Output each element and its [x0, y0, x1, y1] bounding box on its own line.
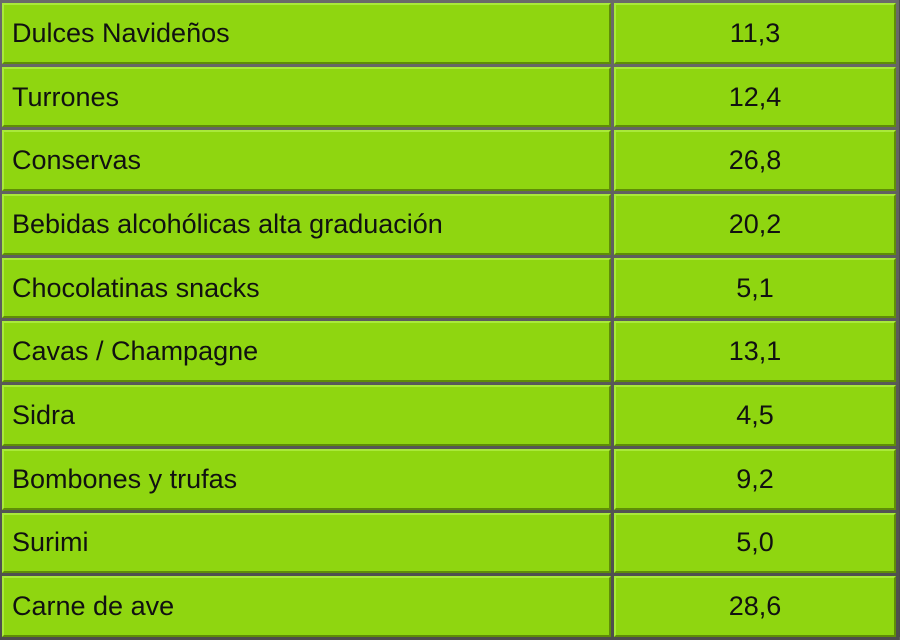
table-row: Bombones y trufas 9,2: [2, 448, 896, 510]
table-row: Carne de ave 28,6: [2, 576, 896, 637]
table-row: Turrones 12,4: [2, 66, 896, 128]
row-label: Conservas: [2, 130, 611, 192]
row-label: Chocolatinas snacks: [2, 257, 611, 319]
row-value: 12,4: [614, 66, 896, 128]
table-row: Conservas 26,8: [2, 130, 896, 192]
row-label: Dulces Navideños: [2, 3, 611, 64]
row-value: 13,1: [614, 321, 896, 383]
row-value: 26,8: [614, 130, 896, 192]
row-label: Bombones y trufas: [2, 448, 611, 510]
row-label: Cavas / Champagne: [2, 321, 611, 383]
row-value: 5,0: [614, 512, 896, 574]
table-body: Dulces Navideños 11,3 Turrones 12,4 Conserva…: [2, 3, 896, 637]
row-value: 28,6: [614, 576, 896, 637]
row-value: 9,2: [614, 448, 896, 510]
row-value: 4,5: [614, 385, 896, 446]
table-row: Cavas / Champagne 13,1: [2, 321, 896, 383]
row-label: Turrones: [2, 66, 611, 128]
row-value: 11,3: [614, 3, 896, 64]
row-label: Bebidas alcohólicas alta graduación: [2, 194, 611, 255]
table-row: Chocolatinas snacks 5,1: [2, 257, 896, 319]
table-row: Surimi 5,0: [2, 512, 896, 574]
table-row: Sidra 4,5: [2, 385, 896, 446]
row-label: Surimi: [2, 512, 611, 574]
row-value: 5,1: [614, 257, 896, 319]
row-label: Carne de ave: [2, 576, 611, 637]
table-row: Bebidas alcohólicas alta graduación 20,2: [2, 194, 896, 255]
row-value: 20,2: [614, 194, 896, 255]
table-row: Dulces Navideños 11,3: [2, 3, 896, 64]
row-label: Sidra: [2, 385, 611, 446]
